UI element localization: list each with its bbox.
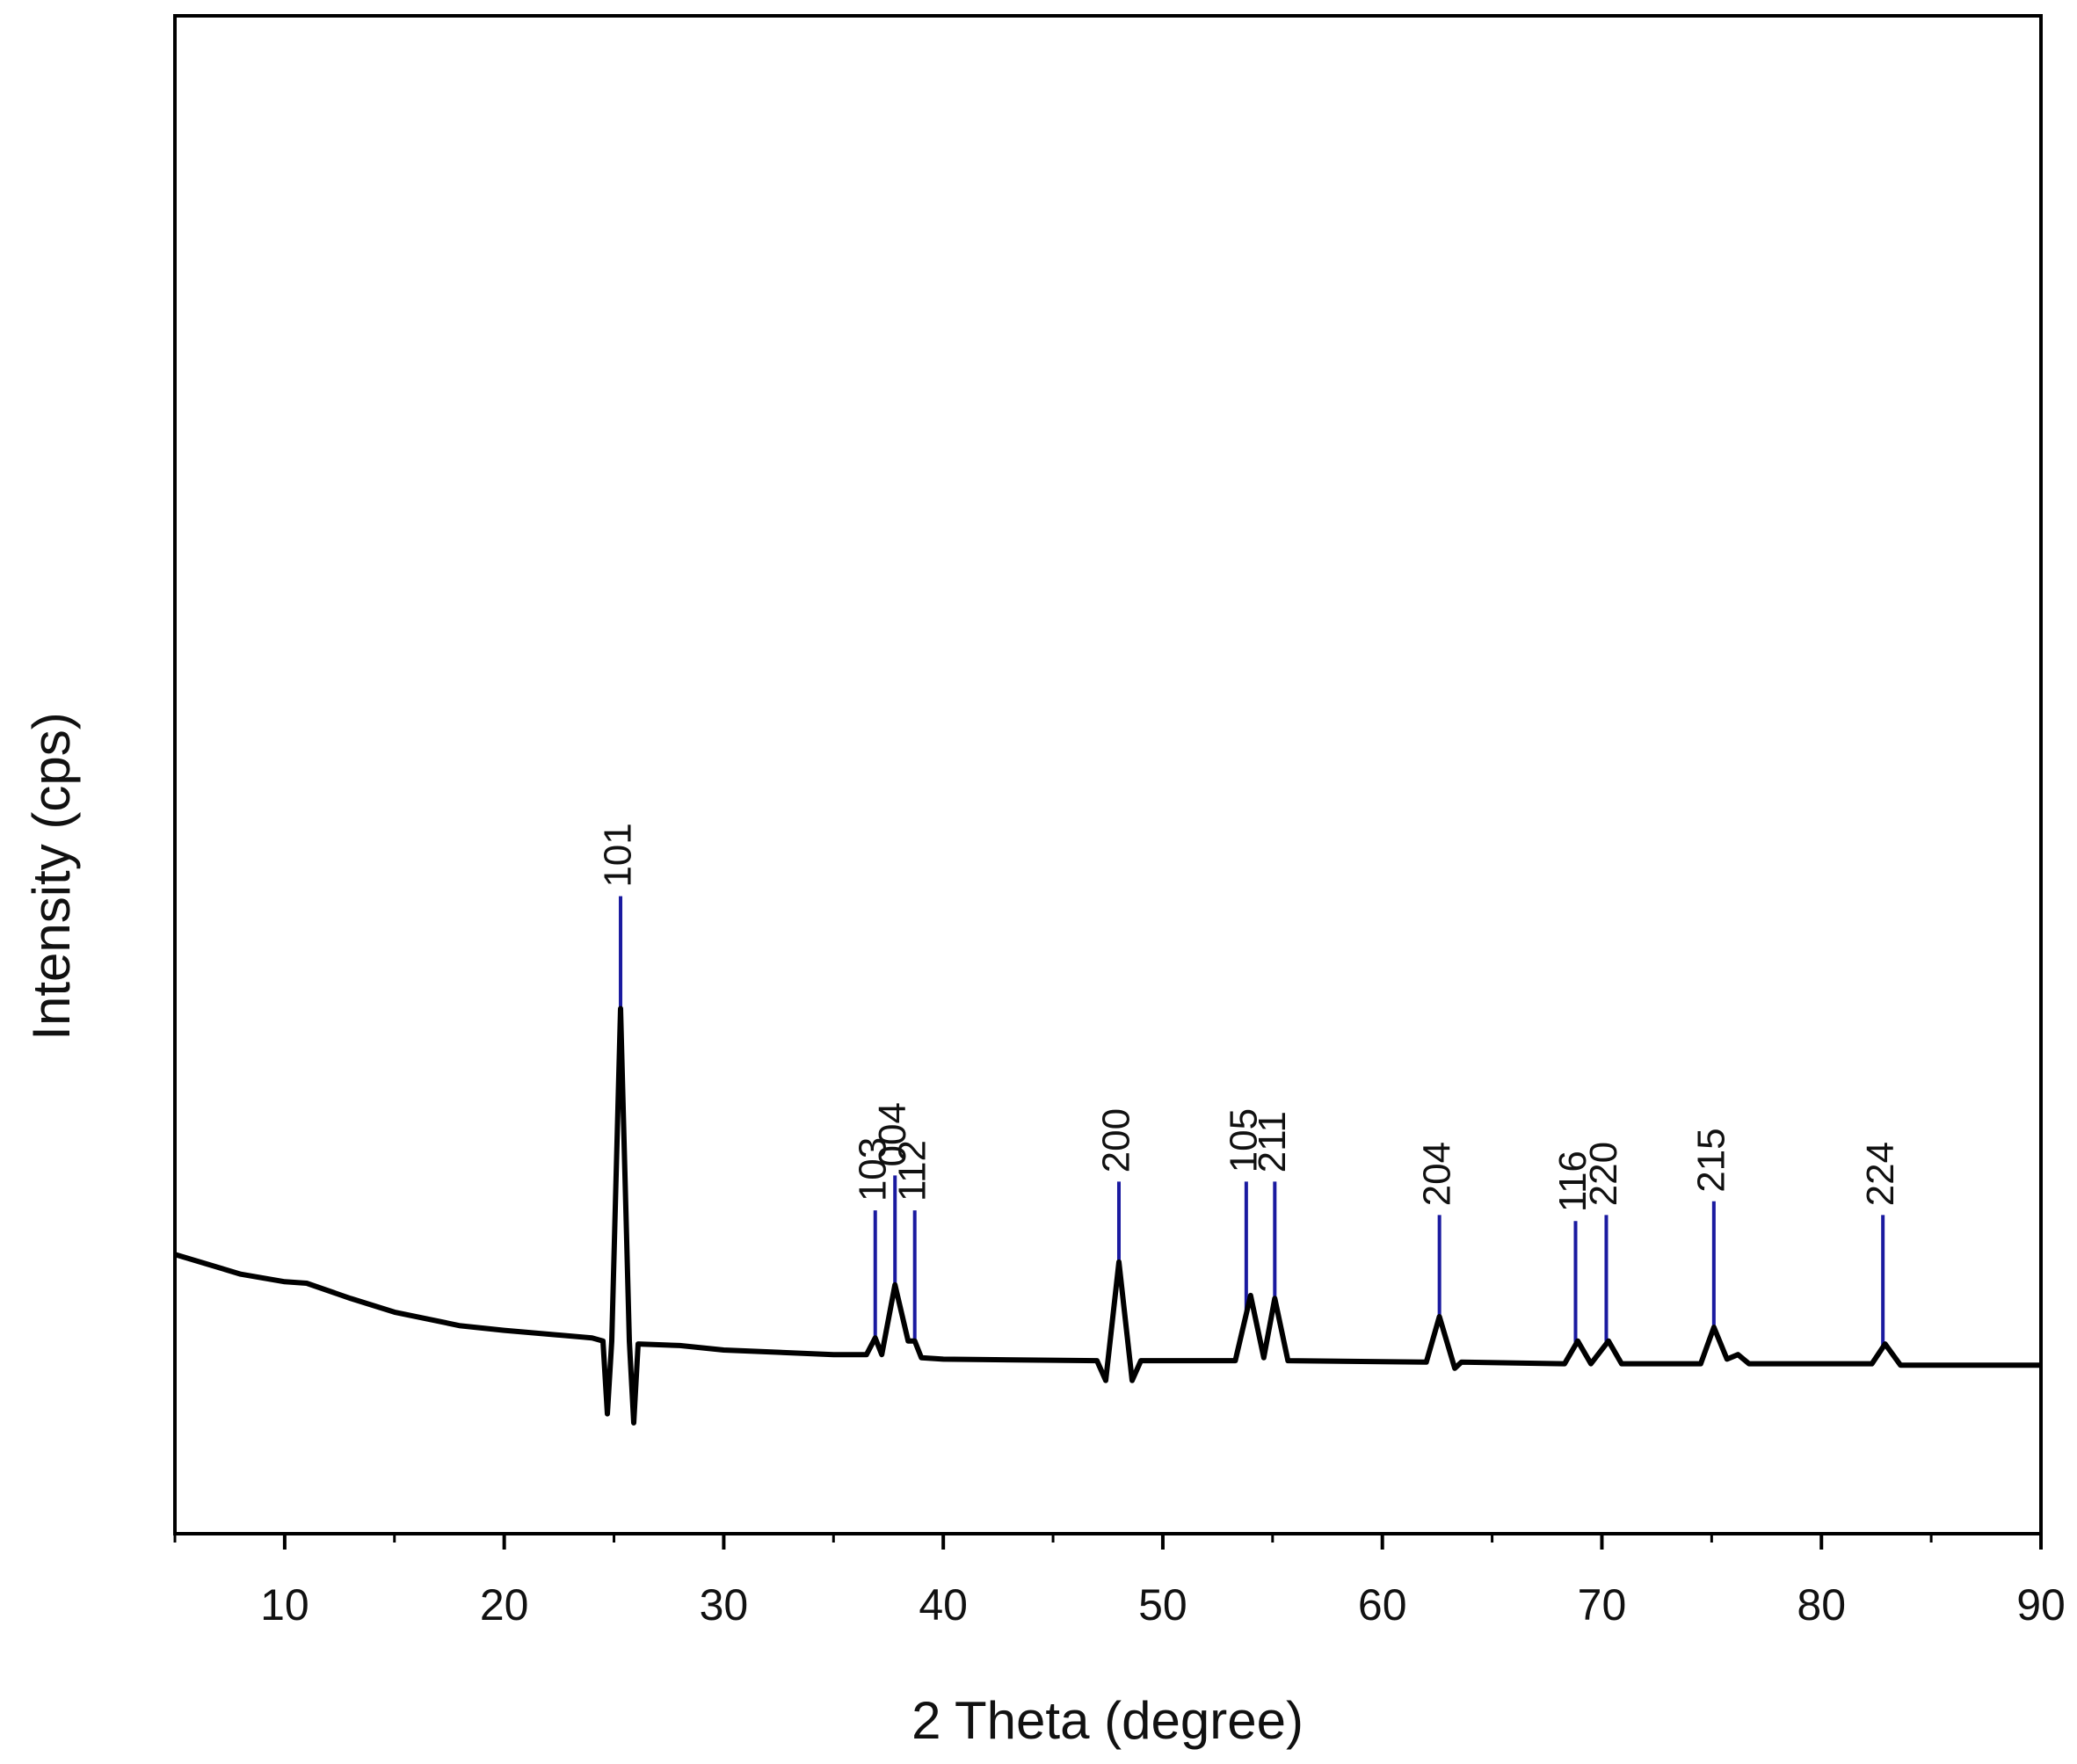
data-line bbox=[174, 1005, 2041, 1426]
peak-label: 220 bbox=[1582, 1142, 1625, 1206]
peak-label: 004 bbox=[871, 1102, 914, 1166]
peak-label: 116 bbox=[1551, 1151, 1594, 1212]
x-tick-label: 10 bbox=[260, 1580, 309, 1630]
y-axis-title: Intensity (cps) bbox=[22, 712, 81, 1040]
peak-label: 103 bbox=[851, 1137, 894, 1201]
peak-label: 211 bbox=[1251, 1111, 1294, 1172]
x-tick-label: 30 bbox=[700, 1580, 749, 1630]
peak-label: 215 bbox=[1689, 1128, 1732, 1192]
x-tick-label: 40 bbox=[919, 1580, 968, 1630]
peak-label: 112 bbox=[890, 1140, 933, 1201]
x-axis-title: 2 Theta (degree) bbox=[911, 1691, 1304, 1750]
peak-label: 105 bbox=[1222, 1108, 1265, 1172]
x-tick-label: 70 bbox=[1578, 1580, 1627, 1630]
peak-label: 101 bbox=[597, 823, 640, 887]
peak-label: 204 bbox=[1415, 1142, 1458, 1206]
plot-frame bbox=[173, 14, 2043, 1535]
x-tick-label: 60 bbox=[1358, 1580, 1407, 1630]
x-tick-label: 80 bbox=[1797, 1580, 1846, 1630]
x-tick-label: 20 bbox=[480, 1580, 529, 1630]
peak-label: 200 bbox=[1095, 1108, 1138, 1172]
peak-label: 224 bbox=[1859, 1142, 1902, 1206]
x-tick-label: 50 bbox=[1138, 1580, 1187, 1630]
x-tick-label: 90 bbox=[2016, 1580, 2066, 1630]
